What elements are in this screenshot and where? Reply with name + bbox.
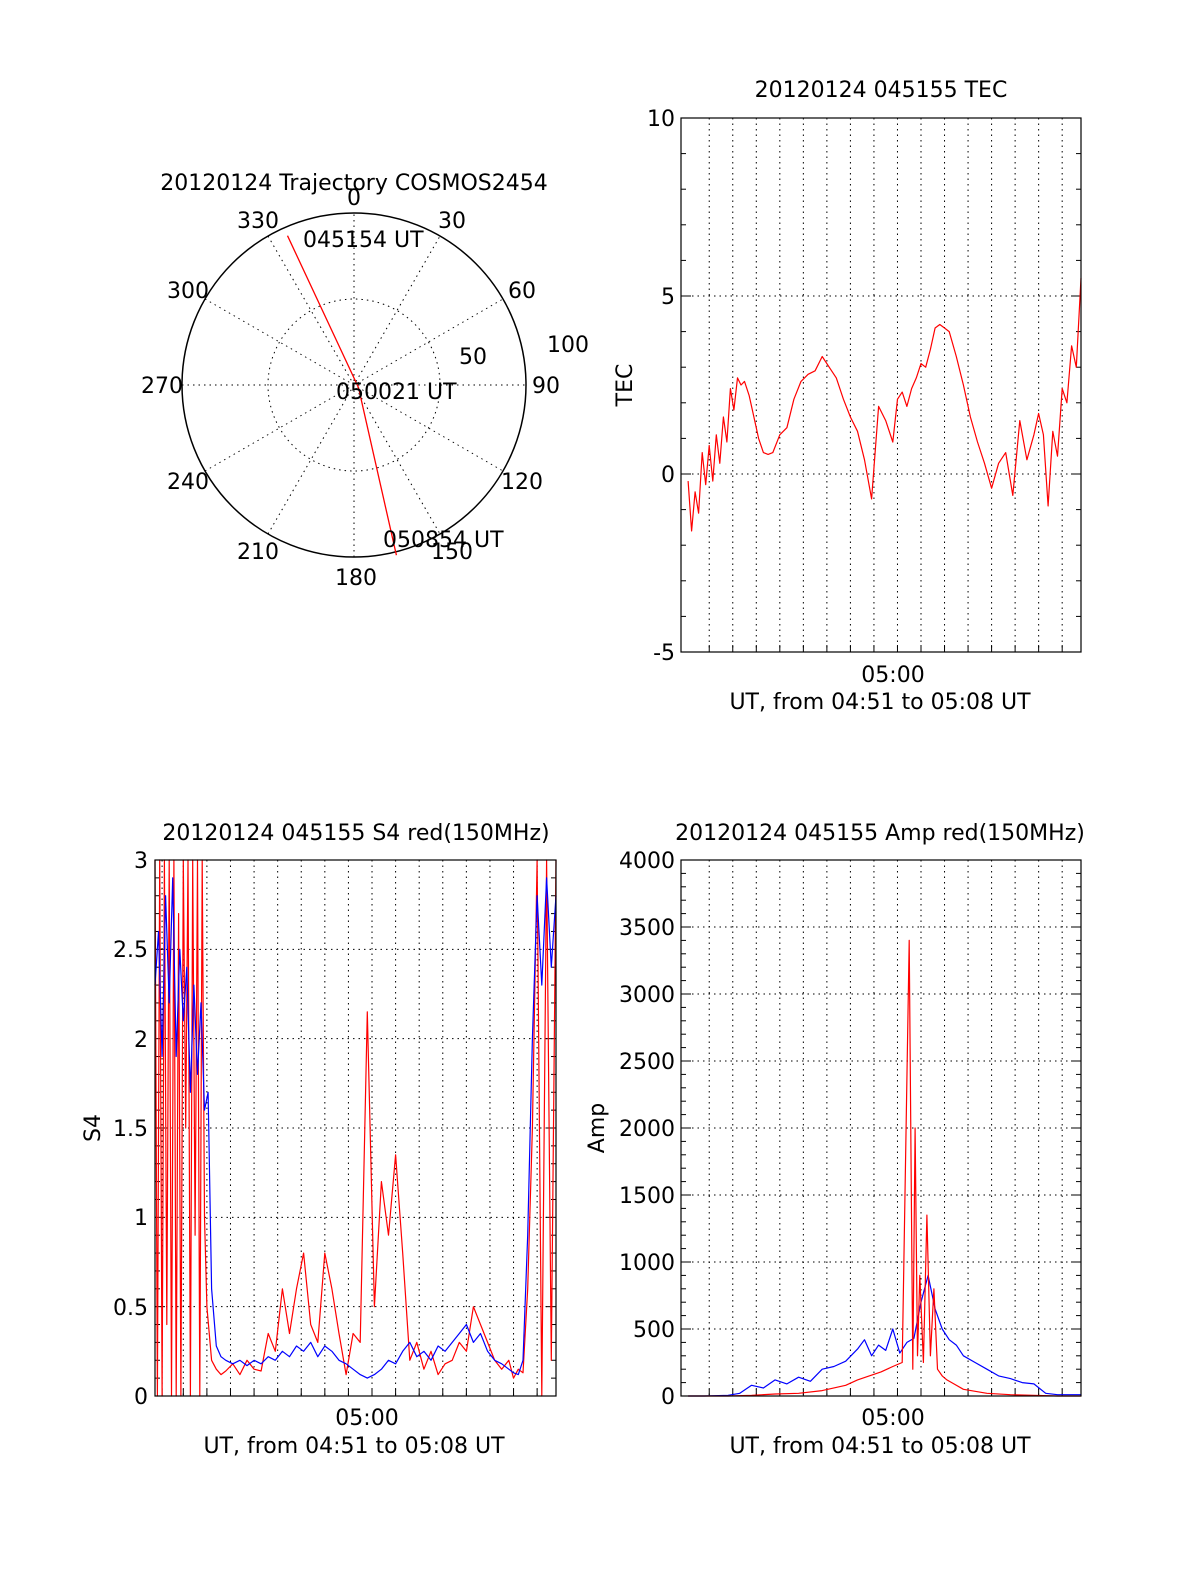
tec-grid [681,118,1081,652]
azimuth-label-30: 30 [438,209,466,234]
s4-ytick-1.5: 1.5 [113,1117,148,1142]
azimuth-label-0: 0 [347,186,361,211]
azimuth-label-240: 240 [167,470,209,495]
azimuth-label-330: 330 [237,209,279,234]
trajectory-start-label: 045154 UT [303,228,424,253]
amp-series-line-0 [688,1274,1081,1397]
amp-ytick-4000: 4000 [619,849,675,874]
s4-ytick-0.5: 0.5 [113,1296,148,1321]
amp-ytick-0: 0 [661,1385,675,1410]
s4-grid [155,860,556,1396]
tec-ytick-10: 10 [647,107,675,132]
azimuth-label-90: 90 [532,374,560,399]
s4-series-line-0 [154,859,557,1397]
amp-grid [681,860,1081,1396]
azimuth-label-300: 300 [167,279,209,304]
s4-ytick-0: 0 [134,1385,148,1410]
s4-ytick-2.5: 2.5 [113,938,148,963]
azimuth-label-150: 150 [431,540,473,565]
ring-label-100: 100 [547,333,589,358]
tec-xlabel: UT, from 04:51 to 05:08 UT [729,690,1031,715]
amp-ytick-3500: 3500 [619,916,675,941]
s4-xlabel: UT, from 04:51 to 05:08 UT [203,1434,505,1459]
amp-ytick-1000: 1000 [619,1251,675,1276]
tec-plot-frame [680,117,1082,653]
amp-plot: 20120124 045155 Amp red(150MHz) 0 500 10… [585,821,1085,1459]
tec-title: 20120124 045155 TEC [755,78,1008,103]
amp-xtick-label: 05:00 [861,1406,924,1431]
azimuth-label-270: 270 [141,374,183,399]
s4-xtick-label: 05:00 [335,1406,398,1431]
amp-xlabel: UT, from 04:51 to 05:08 UT [729,1434,1031,1459]
amp-ytick-2000: 2000 [619,1117,675,1142]
tec-plot: 20120124 045155 TEC -5 0 5 10 TEC 05:00 … [613,78,1082,715]
trajectory-mid-label: 050021 UT [336,380,457,405]
amp-ytick-500: 500 [633,1318,675,1343]
s4-plot: 20120124 045155 S4 red(150MHz) 0 0.5 1 1… [81,821,557,1459]
amp-ytick-3000: 3000 [619,983,675,1008]
amp-series [688,939,1081,1397]
polar-spoke-150 [267,235,441,535]
s4-ytick-2: 2 [134,1028,148,1053]
tec-xtick-label: 05:00 [861,663,924,688]
polar-azimuth-labels: 0 30 60 90 120 150 180 210 240 270 300 3… [141,186,560,591]
azimuth-label-60: 60 [508,279,536,304]
polar-spokes [182,213,526,557]
ring-label-50: 50 [459,345,487,370]
azimuth-label-120: 120 [501,470,543,495]
polar-title: 20120124 Trajectory COSMOS2454 [160,171,547,196]
s4-plot-frame [154,859,557,1397]
amp-series-line-1 [688,939,1081,1397]
s4-ticks [155,859,556,1397]
trajectory-line [286,235,398,556]
tec-ytick-neg5: -5 [653,641,675,666]
s4-ytick-3: 3 [134,849,148,874]
polar-trajectory-plot: 20120124 Trajectory COSMOS2454 0 30 60 9… [141,171,589,591]
amp-ytick-1500: 1500 [619,1184,675,1209]
amp-ytick-2500: 2500 [619,1050,675,1075]
s4-ylabel: S4 [81,1114,106,1142]
trajectory-end-label: 050854 UT [383,528,504,553]
amp-plot-frame [680,859,1082,1397]
tec-series-line-0 [687,278,1082,532]
polar-inner-ring [267,298,441,472]
tec-ytick-5: 5 [661,285,675,310]
s4-ytick-1: 1 [134,1206,148,1231]
s4-title: 20120124 045155 S4 red(150MHz) [162,821,549,846]
azimuth-label-180: 180 [335,566,377,591]
azimuth-label-210: 210 [237,540,279,565]
s4-series-line-1 [154,877,557,1379]
tec-ylabel: TEC [613,364,638,408]
amp-title: 20120124 045155 Amp red(150MHz) [675,821,1085,846]
tec-ytick-0: 0 [661,463,675,488]
tec-series [687,278,1082,532]
s4-series [154,859,557,1397]
amp-ylabel: Amp [585,1103,610,1153]
amp-ticks [681,859,1081,1397]
